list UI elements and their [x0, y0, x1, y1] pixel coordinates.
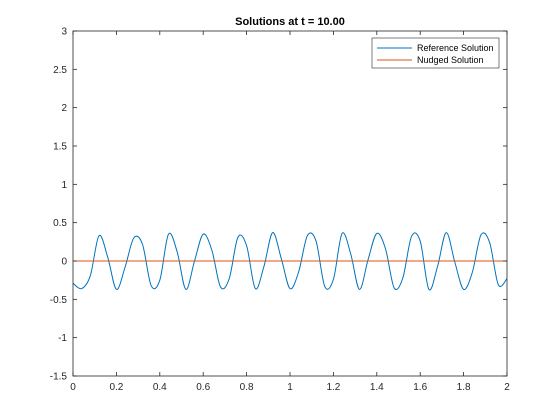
x-tick-label: 1.6 [413, 382, 427, 393]
legend-label-reference-solution: Reference Solution [417, 43, 494, 53]
x-axis: 0 0.2 0.4 0.6 0.8 1 1.2 1.4 1.6 1.8 2 [70, 31, 510, 393]
y-tick-label: 1 [61, 180, 67, 191]
y-axis: -1.5 -1 -0.5 0 0.5 1 1.5 2 2.5 3 [50, 27, 507, 383]
x-tick-label: 1.8 [457, 382, 471, 393]
x-tick-label: 0.8 [240, 382, 254, 393]
y-tick-label: 0.5 [53, 218, 67, 229]
y-tick-label: -1 [58, 333, 67, 344]
y-tick-label: -1.5 [50, 372, 68, 383]
x-tick-label: 1.4 [370, 382, 384, 393]
x-tick-label: 2 [504, 382, 510, 393]
x-tick-label: 0 [70, 382, 76, 393]
x-tick-label: 1 [287, 382, 293, 393]
legend-box [371, 37, 500, 69]
plot-area [73, 31, 507, 376]
y-tick-label: 2 [61, 103, 67, 114]
chart-title: Solutions at t = 10.00 [235, 16, 345, 28]
series-line-reference-solution [72, 232, 508, 291]
x-tick-label: 1.2 [326, 382, 340, 393]
x-tick-label: 0.4 [153, 382, 167, 393]
legend: Reference Solution Nudged Solution [371, 37, 500, 69]
series-layer [72, 232, 508, 291]
x-tick-label: 0.2 [109, 382, 123, 393]
x-tick-label: 0.6 [196, 382, 210, 393]
y-tick-label: 2.5 [53, 65, 67, 76]
y-tick-label: 1.5 [53, 142, 67, 153]
y-tick-label: -0.5 [50, 295, 68, 306]
y-tick-label: 3 [61, 27, 67, 38]
y-tick-label: 0 [61, 257, 67, 268]
legend-label-nudged-solution: Nudged Solution [417, 55, 484, 65]
